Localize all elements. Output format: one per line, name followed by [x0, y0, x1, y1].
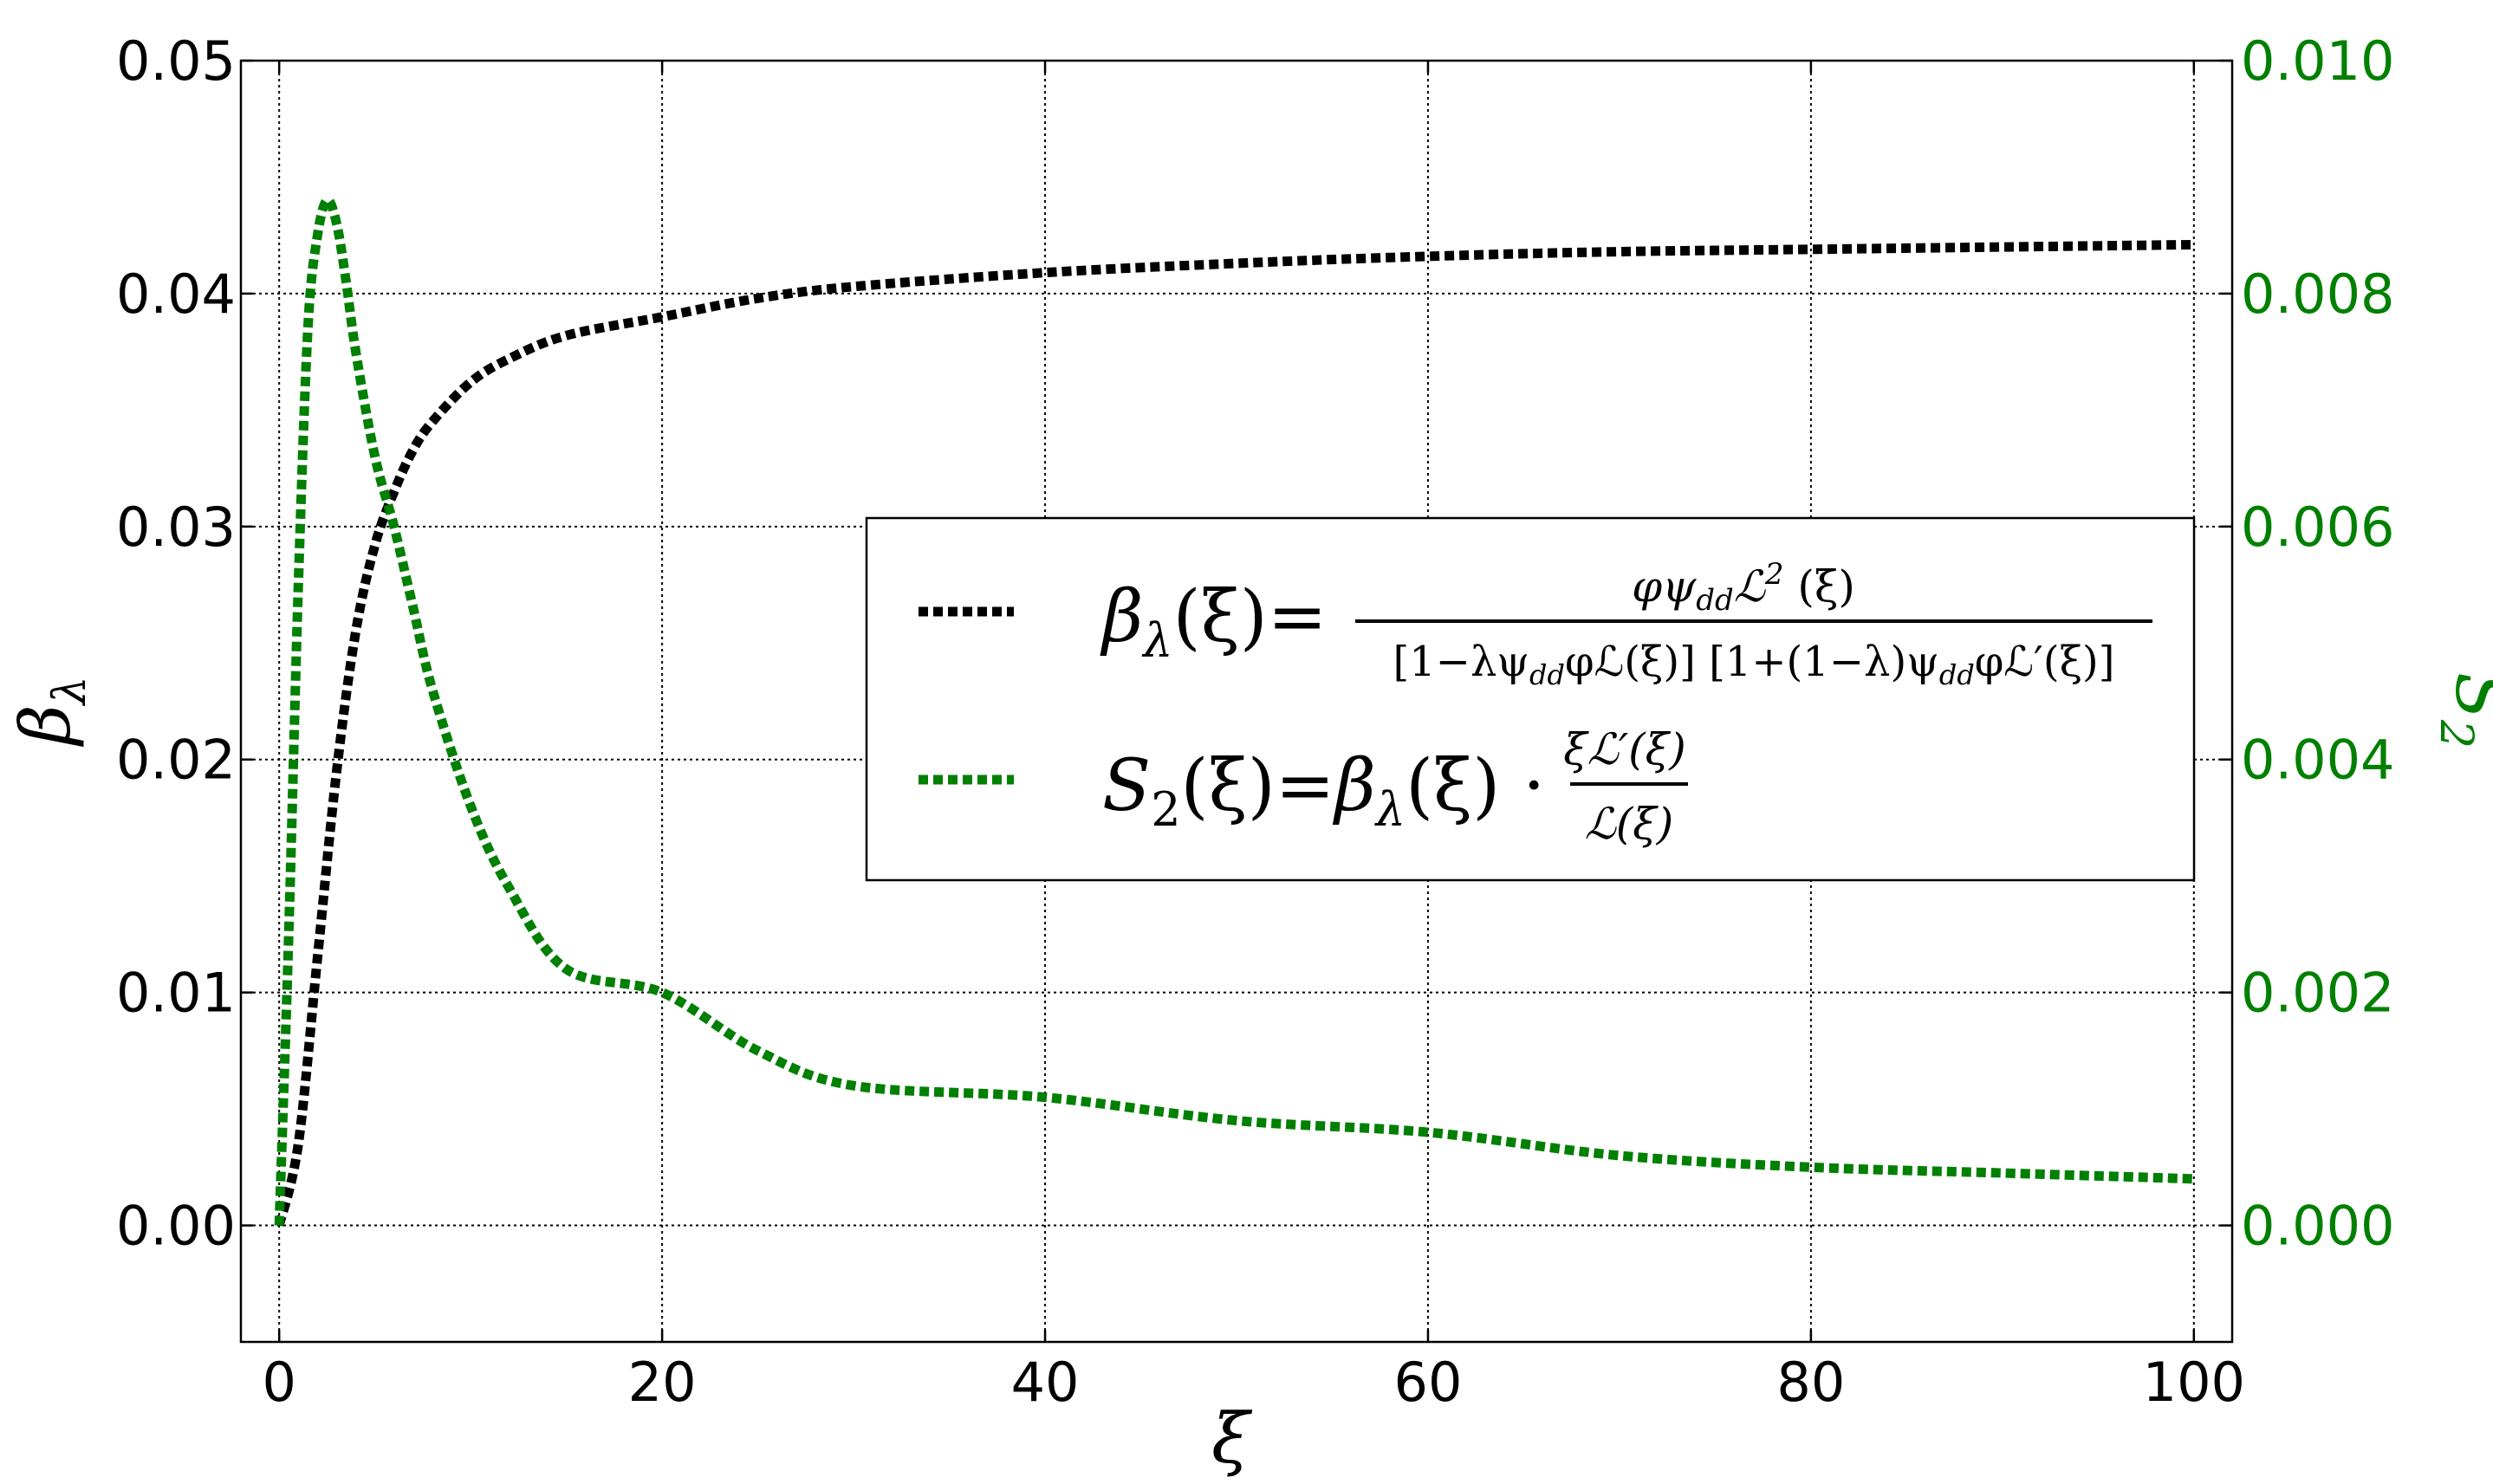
y-right-tick-label: 0.010 — [2241, 29, 2395, 93]
x-axis-label: ξ — [1211, 1398, 1253, 1479]
y-right-tick-label: 0.000 — [2241, 1195, 2395, 1258]
y-left-tick-label: 0.02 — [116, 729, 236, 792]
tick-layer: 0 20 40 60 80 100 0.00 0.01 0.02 0.03 0.04 0.05 0.00… — [116, 29, 2395, 1414]
y-right-tick-label: 0.006 — [2241, 496, 2395, 559]
legend-s2-numerator: ξℒ′(ξ) — [1563, 724, 1685, 774]
x-tick-label: 100 — [2143, 1351, 2245, 1414]
y-left-tick-label: 0.00 — [116, 1195, 236, 1258]
y-left-tick-label: 0.04 — [116, 262, 236, 326]
x-tick-label: 80 — [1776, 1351, 1845, 1414]
y-right-axis-label: S2 — [2430, 672, 2493, 748]
y-right-tick-label: 0.008 — [2241, 262, 2395, 326]
y-right-label-sub: 2 — [2430, 719, 2482, 748]
x-tick-label: 40 — [1011, 1351, 1080, 1414]
y-right-label-main: S — [2440, 672, 2493, 720]
x-tick-label: 20 — [628, 1351, 697, 1414]
svg-text:S2: S2 — [2430, 672, 2493, 748]
x-tick-label: 0 — [262, 1351, 295, 1414]
x-tick-label: 60 — [1394, 1351, 1463, 1414]
y-left-tick-label: 0.01 — [116, 962, 236, 1025]
legend-s2-lhs: S2(ξ)=βλ(ξ) · — [1102, 745, 1545, 837]
series-beta-line — [274, 239, 2194, 1227]
plot-frame — [239, 59, 2234, 1344]
legend-frame — [865, 516, 2196, 882]
legend-beta-lhs: βλ(ξ)= — [1100, 576, 1328, 668]
y-left-label-sub: λ — [44, 676, 96, 706]
y-left-label-main: β — [5, 704, 86, 747]
legend-beta-numerator: φψddℒ2 (ξ) — [1632, 557, 1855, 618]
y-right-tick-label: 0.002 — [2241, 962, 2395, 1025]
y-left-axis-label: βλ — [5, 676, 96, 747]
series-s2-line — [274, 195, 2194, 1226]
svg-text:βλ: βλ — [5, 676, 96, 747]
legend: βλ(ξ)= φψddℒ2 (ξ) [1−λψddφℒ(ξ)] [1+(1−λ)… — [865, 516, 2196, 882]
y-right-tick-label: 0.004 — [2241, 729, 2395, 792]
y-left-tick-label: 0.05 — [116, 29, 236, 93]
legend-beta-denominator: [1−λψddφℒ(ξ)] [1+(1−λ)ψddφℒ′(ξ)] — [1393, 638, 2115, 691]
legend-s2-denominator: ℒ(ξ) — [1585, 799, 1674, 849]
series-layer — [274, 195, 2194, 1227]
y-left-tick-label: 0.03 — [116, 496, 236, 559]
